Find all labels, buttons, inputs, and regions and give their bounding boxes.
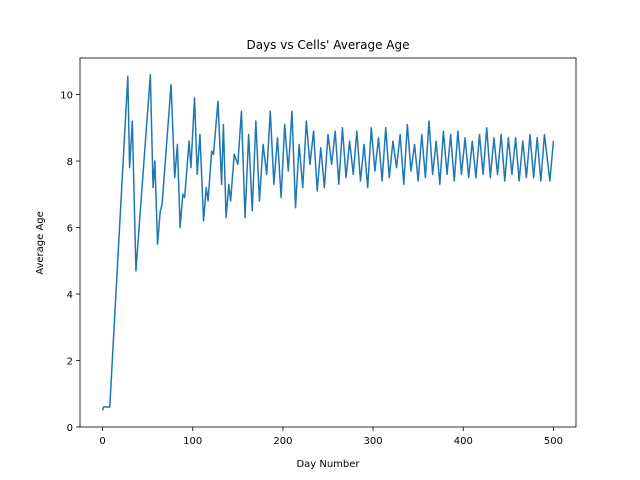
x-tick-label: 400 xyxy=(454,436,473,447)
x-axis-label: Day Number xyxy=(296,459,360,470)
y-tick-label: 8 xyxy=(67,157,73,168)
y-tick-label: 6 xyxy=(67,224,73,235)
y-tick-label: 4 xyxy=(67,290,73,301)
x-tick-label: 100 xyxy=(183,436,202,447)
y-tick-label: 0 xyxy=(67,423,73,434)
x-tick-label: 300 xyxy=(364,436,383,447)
y-axis-label: Average Age xyxy=(35,211,46,275)
x-tick-label: 200 xyxy=(273,436,292,447)
y-tick-label: 10 xyxy=(60,91,73,102)
chart-title: Days vs Cells' Average Age xyxy=(246,38,409,52)
x-tick-label: 0 xyxy=(99,436,105,447)
data-line xyxy=(101,73,555,411)
plot-frame xyxy=(79,57,577,428)
x-tick-label: 500 xyxy=(544,436,563,447)
y-tick-label: 2 xyxy=(67,357,73,368)
